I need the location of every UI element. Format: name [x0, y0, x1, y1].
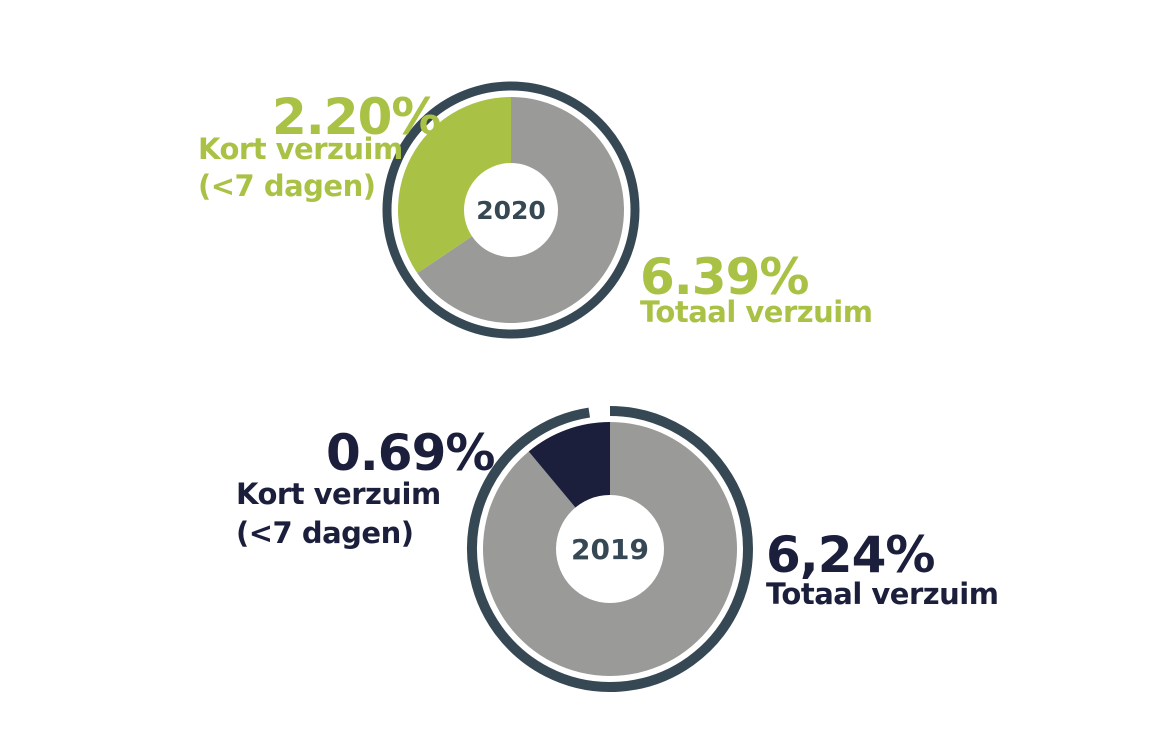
- total-absence-label-2020: Totaal verzuim: [640, 295, 873, 329]
- short-absence-label-2020-line2: (<7 dagen): [198, 169, 376, 203]
- short-absence-value-2019: 0.69%: [326, 424, 495, 482]
- center-year-label-2019: 2019: [571, 533, 649, 566]
- total-absence-value-2019: 6,24%: [766, 526, 935, 584]
- center-year-label-2020: 2020: [476, 196, 546, 225]
- short-absence-value-2020: 2.20%: [272, 88, 441, 146]
- outer-ring-2020: [382, 81, 640, 339]
- short-absence-label-2020-line1: Kort verzuim: [198, 132, 403, 166]
- total-absence-value-2020: 6.39%: [640, 248, 809, 306]
- donut-hole-2020: [464, 163, 558, 257]
- outer-ring-2019: [467, 406, 753, 692]
- pie-slice-short-absence-2020: [398, 97, 511, 274]
- donut-hole-2019: [556, 495, 664, 603]
- total-absence-label-2019: Totaal verzuim: [766, 577, 999, 611]
- short-absence-label-2019-line2: (<7 dagen): [236, 516, 414, 550]
- short-absence-label-2019-line1: Kort verzuim: [236, 477, 441, 511]
